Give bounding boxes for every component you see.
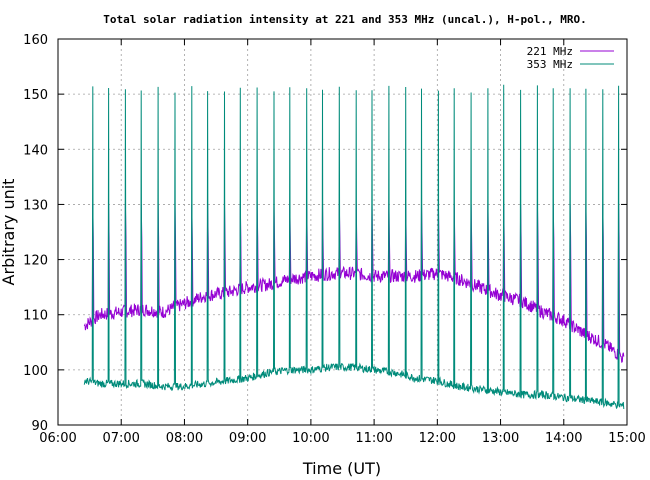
y-tick-label: 90 (31, 419, 48, 434)
x-axis-label: Time (UT) (302, 459, 381, 478)
grid (58, 39, 627, 425)
x-tick-label: 11:00 (355, 431, 392, 446)
tick-layer: 06:00 07:00 08:00 09:00 10:00 11:00 12:00 13:00… (23, 33, 646, 446)
y-axis-label: Arbitrary unit (0, 179, 18, 286)
y-tick-label: 100 (23, 364, 48, 379)
y-tick-label: 150 (23, 88, 48, 103)
x-tick-label: 10:00 (292, 431, 329, 446)
y-tick-label: 160 (23, 33, 48, 48)
x-tick-label: 12:00 (419, 431, 456, 446)
x-tick-label: 15:00 (608, 431, 645, 446)
x-tick-label: 13:00 (482, 431, 519, 446)
x-tick-label: 14:00 (545, 431, 582, 446)
plot-frame (57, 38, 628, 426)
x-tick-label: 09:00 (229, 431, 266, 446)
y-tick-label: 140 (23, 143, 48, 158)
y-tick-label: 120 (23, 254, 48, 269)
x-tick-label: 08:00 (166, 431, 203, 446)
x-tick-label: 06:00 (39, 431, 76, 446)
chart-title: Total solar radiation intensity at 221 a… (103, 13, 586, 26)
legend-label: 353 MHz (527, 58, 573, 71)
series-line-221 (83, 204, 625, 363)
legend-label: 221 MHz (527, 45, 573, 58)
series-layer (83, 84, 625, 410)
series-line-353 (83, 84, 625, 410)
y-tick-label: 110 (23, 309, 48, 324)
y-tick-label: 130 (23, 198, 48, 213)
x-tick-label: 07:00 (102, 431, 139, 446)
